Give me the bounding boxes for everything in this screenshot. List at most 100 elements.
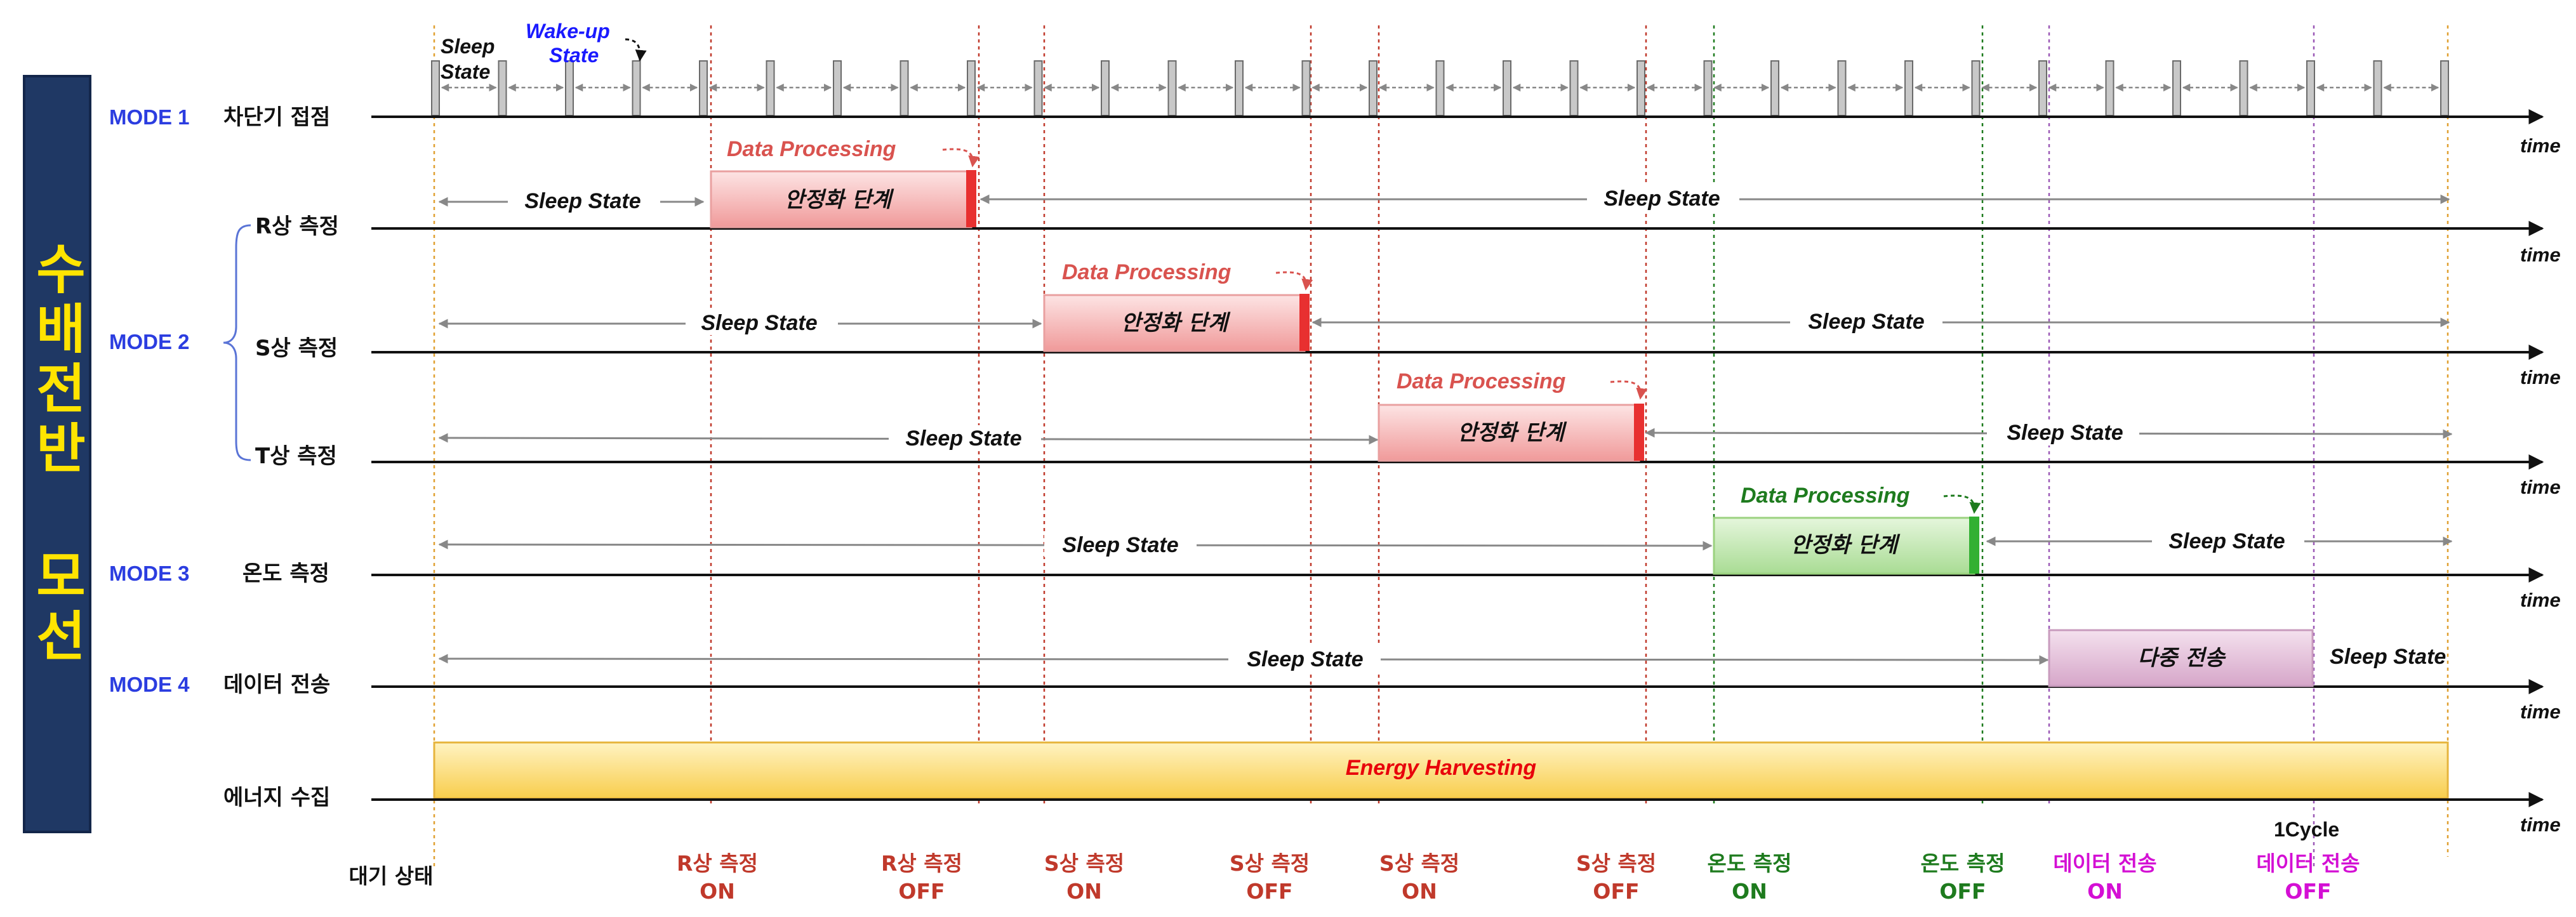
event-label-data-on: 데이터 전송	[2053, 851, 2156, 876]
breaker-pulse	[1369, 60, 1378, 116]
breaker-pulse	[1703, 60, 1713, 116]
breaker-pulse	[498, 60, 507, 116]
event-state-temp-off: OFF	[1939, 879, 1986, 904]
event-guide-lines	[433, 25, 2449, 866]
s-sleep-label-left: Sleep State	[701, 311, 817, 335]
event-label-s-off-2: S상 측정	[1576, 851, 1656, 876]
title-panel: 수배전반 모선	[23, 75, 91, 833]
wake-up-label-line1: Wake-up	[526, 20, 610, 43]
breaker-pulse	[2105, 60, 2115, 116]
event-state-data-on: ON	[2087, 879, 2123, 904]
event-label-temp-on: 온도 측정	[1708, 851, 1792, 876]
breaker-pulse	[1101, 60, 1110, 116]
mode-1-label: MODE 1	[109, 105, 190, 129]
event-label-s-off: S상 측정	[1230, 851, 1310, 876]
data-sleep-label: Sleep State	[1247, 647, 1363, 671]
wake-up-label-line2: State	[549, 44, 599, 67]
energy-harvesting-bar	[433, 741, 2449, 800]
breaker-contact-pulses	[431, 60, 2449, 116]
event-label-temp-off: 온도 측정	[1921, 851, 2005, 876]
event-state-data-off: OFF	[2285, 879, 2331, 904]
one-cycle-label: 1Cycle	[2274, 818, 2339, 841]
temp-sleep-label-right: Sleep State	[2168, 529, 2285, 553]
energy-harvesting-label: Energy Harvesting	[1346, 756, 1537, 780]
breaker-pulse	[1503, 60, 1511, 116]
t-sleep-label-right: Sleep State	[2007, 421, 2123, 445]
event-label-s-on: S상 측정	[1044, 851, 1124, 876]
top-sleep-label-line2: State	[441, 60, 490, 83]
time-label-temp: time	[2520, 589, 2561, 611]
data-processing-annotations: Data Processing Data Processing Data Pro…	[727, 137, 1981, 514]
event-state-s-on-2: ON	[1402, 879, 1437, 904]
s-sleep-label-right: Sleep State	[1808, 310, 1924, 334]
event-labels: 대기 상태 R상 측정 ON R상 측정 OFF S상 측정 ON S상 측정 OFF S상 측정…	[349, 851, 2360, 904]
s-processing-edge	[1299, 294, 1310, 351]
r-stabilize-block	[710, 170, 973, 228]
breaker-pulse	[2239, 60, 2248, 116]
breaker-pulse	[1837, 60, 1847, 116]
mode-3-label: MODE 3	[109, 562, 190, 585]
temp-processing-edge	[1969, 517, 1979, 574]
top-sleep-label-line1: Sleep	[441, 35, 495, 58]
breaker-pulse	[1033, 60, 1043, 116]
event-label-r-off: R상 측정	[881, 851, 962, 876]
mode-2-label: MODE 2	[109, 330, 190, 353]
event-state-temp-on: ON	[1732, 879, 1767, 904]
r-data-processing-label: Data Processing	[727, 137, 896, 161]
breaker-pulse	[2172, 60, 2181, 116]
breaker-pulse	[1904, 60, 1913, 116]
s-stabilize-label: 안정화 단계	[1121, 310, 1231, 336]
breaker-pulse	[1235, 60, 1244, 116]
breaker-pulse	[431, 60, 440, 116]
row-label-t: T상 측정	[255, 444, 337, 469]
breaker-pulse	[1301, 60, 1311, 116]
multi-transmit-block	[2048, 629, 2314, 687]
temp-stabilize-block	[1713, 517, 1975, 575]
event-state-r-off: OFF	[898, 879, 945, 904]
row-label-energy: 에너지 수집	[223, 785, 330, 810]
event-label-r-on: R상 측정	[677, 851, 758, 876]
data-sleep-label-right: Sleep State	[2330, 645, 2446, 669]
time-label-data: time	[2520, 701, 2561, 723]
t-data-processing-pointer	[1610, 380, 1648, 400]
s-data-processing-label: Data Processing	[1062, 260, 1232, 284]
row-label-temp: 온도 측정	[242, 561, 329, 586]
r-stabilize-label: 안정화 단계	[785, 187, 894, 213]
breaker-pulse	[2306, 60, 2315, 116]
s-stabilize-block	[1043, 294, 1306, 352]
event-state-r-on: ON	[700, 879, 735, 904]
breaker-pulse	[699, 60, 708, 116]
r-sleep-label-left: Sleep State	[524, 189, 641, 213]
breaker-pulse	[1569, 60, 1579, 116]
r-sleep-label-right: Sleep State	[1603, 187, 1720, 211]
row-label-r: R상 측정	[255, 214, 339, 239]
timeline-axes	[371, 109, 2544, 807]
breaker-pulse	[1435, 60, 1445, 116]
breaker-pulse	[565, 60, 574, 116]
s-data-processing-pointer	[1275, 271, 1313, 291]
time-label-energy: time	[2520, 814, 2561, 836]
event-label-standby: 대기 상태	[349, 864, 434, 888]
temp-data-processing-label: Data Processing	[1741, 484, 1910, 508]
breaker-pulse	[1971, 60, 1981, 116]
r-data-processing-pointer	[942, 148, 980, 168]
t-data-processing-label: Data Processing	[1397, 369, 1566, 393]
breaker-pulse	[2440, 60, 2449, 116]
t-processing-edge	[1634, 404, 1644, 461]
temp-sleep-label-left: Sleep State	[1062, 533, 1178, 557]
t-stabilize-block	[1378, 404, 1640, 462]
r-processing-edge	[966, 170, 976, 227]
breaker-pulse	[1637, 60, 1645, 116]
multi-transmit-label: 다중 전송	[2138, 645, 2227, 671]
stabilize-blocks: 안정화 단계 안정화 단계 안정화 단계 안정화 단계 다중 전송	[710, 170, 2314, 687]
temp-data-processing-pointer	[1943, 494, 1981, 514]
diagram-title: 수배전반 모선	[25, 241, 88, 668]
event-state-s-off: OFF	[1246, 879, 1292, 904]
breaker-pulse	[2373, 60, 2382, 116]
event-state-s-off-2: OFF	[1593, 879, 1639, 904]
breaker-pulse	[967, 60, 976, 116]
wake-up-pointer	[625, 38, 647, 62]
breaker-pulse	[632, 60, 641, 116]
t-stabilize-label: 안정화 단계	[1457, 420, 1567, 445]
